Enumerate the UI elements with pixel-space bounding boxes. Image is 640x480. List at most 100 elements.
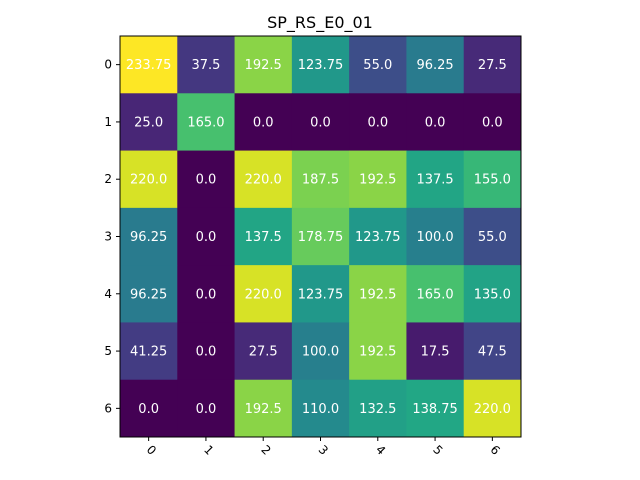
heatmap-cell-label: 0.0 xyxy=(138,402,159,417)
heatmap-cell-label: 132.5 xyxy=(359,402,396,417)
heatmap-cell-label: 0.0 xyxy=(196,402,217,417)
heatmap-cell xyxy=(177,93,236,152)
heatmap-cells xyxy=(120,36,522,438)
y-tick-label: 5 xyxy=(104,344,112,358)
heatmap-cell xyxy=(234,322,293,381)
heatmap-cell-label: 220.0 xyxy=(245,173,282,188)
y-tick-label: 4 xyxy=(104,287,112,301)
heatmap-cell-label: 192.5 xyxy=(245,402,282,417)
heatmap-cell xyxy=(291,150,350,209)
heatmap-cell-label: 220.0 xyxy=(474,402,511,417)
heatmap-cell-label: 37.5 xyxy=(191,58,220,73)
heatmap-cell xyxy=(349,207,407,266)
heatmap-cell xyxy=(120,265,178,323)
heatmap-cell xyxy=(463,150,522,209)
heatmap-cell-label: 96.25 xyxy=(130,287,167,302)
heatmap-cell-label: 123.75 xyxy=(298,58,344,73)
heatmap-cell-label: 96.25 xyxy=(130,230,167,245)
heatmap-cell-label: 17.5 xyxy=(421,345,450,360)
heatmap-cell xyxy=(177,150,236,209)
heatmap-cell-label: 165.0 xyxy=(187,115,224,130)
heatmap-cell xyxy=(349,93,407,152)
heatmap-cell xyxy=(291,265,350,323)
heatmap-cell-label: 192.5 xyxy=(359,173,396,188)
heatmap-cell xyxy=(120,322,178,381)
heatmap-cell-label: 0.0 xyxy=(196,287,217,302)
heatmap-cell xyxy=(120,93,178,152)
x-tick-label: 4 xyxy=(373,443,388,458)
heatmap-cell-label: 135.0 xyxy=(474,287,511,302)
heatmap-cell xyxy=(177,265,236,323)
heatmap-cell xyxy=(406,150,465,209)
heatmap-cell xyxy=(234,379,293,438)
heatmap-cell-label: 55.0 xyxy=(363,58,392,73)
heatmap-cell xyxy=(291,207,350,266)
heatmap-cell-label: 123.75 xyxy=(298,287,344,302)
heatmap-cell-labels: 233.75 37.5 192.5 123.75 55.0 96.25 27.5 25.0 16… xyxy=(126,58,511,417)
heatmap-cell xyxy=(463,207,522,266)
heatmap-cell-label: 0.0 xyxy=(482,115,503,130)
heatmap-cell-label: 123.75 xyxy=(355,230,401,245)
x-tick-label: 6 xyxy=(488,443,503,458)
heatmap-cell-label: 137.5 xyxy=(416,173,453,188)
heatmap-cell xyxy=(463,379,522,438)
heatmap-cell xyxy=(120,379,178,438)
heatmap-cell xyxy=(120,36,178,94)
heatmap-cell xyxy=(463,36,522,94)
heatmap-cell-label: 27.5 xyxy=(249,345,278,360)
heatmap-cell-label: 155.0 xyxy=(474,173,511,188)
heatmap-cell-label: 110.0 xyxy=(302,402,339,417)
heatmap-cell xyxy=(349,379,407,438)
y-tick-label: 0 xyxy=(104,58,112,72)
heatmap-cell-label: 178.75 xyxy=(298,230,344,245)
heatmap-cell xyxy=(349,265,407,323)
heatmap-cell xyxy=(349,322,407,381)
heatmap-cell-label: 192.5 xyxy=(245,58,282,73)
heatmap-cell-label: 41.25 xyxy=(130,345,167,360)
chart-title: SP_RS_E0_01 xyxy=(267,13,373,33)
heatmap-cell-label: 100.0 xyxy=(302,345,339,360)
heatmap-cell-label: 138.75 xyxy=(412,402,458,417)
heatmap-cell-label: 27.5 xyxy=(478,58,507,73)
heatmap-cell-label: 165.0 xyxy=(416,287,453,302)
y-tick-label: 2 xyxy=(104,172,112,186)
heatmap-cell xyxy=(349,36,407,94)
heatmap-cell xyxy=(177,379,236,438)
heatmap-cell-label: 0.0 xyxy=(196,345,217,360)
heatmap-cell xyxy=(406,322,465,381)
heatmap-cell xyxy=(177,322,236,381)
heatmap-cell-label: 0.0 xyxy=(253,115,274,130)
heatmap-cell xyxy=(120,207,178,266)
heatmap-cell-label: 47.5 xyxy=(478,345,507,360)
heatmap-cell xyxy=(291,322,350,381)
heatmap-cell-label: 233.75 xyxy=(126,58,172,73)
heatmap-cell xyxy=(291,379,350,438)
heatmap-cell xyxy=(463,93,522,152)
heatmap-cell-label: 192.5 xyxy=(359,287,396,302)
heatmap-cell xyxy=(406,36,465,94)
heatmap-cell xyxy=(463,322,522,381)
heatmap-cell xyxy=(177,207,236,266)
heatmap-cell-label: 0.0 xyxy=(196,230,217,245)
heatmap-cell xyxy=(463,265,522,323)
heatmap-cell xyxy=(406,93,465,152)
heatmap-cell xyxy=(349,150,407,209)
heatmap-cell xyxy=(234,150,293,209)
heatmap-cell-label: 220.0 xyxy=(245,287,282,302)
heatmap-cell xyxy=(120,150,178,209)
heatmap-cell xyxy=(177,36,236,94)
heatmap-cell-label: 137.5 xyxy=(245,230,282,245)
heatmap-cell-label: 0.0 xyxy=(367,115,388,130)
y-tick-label: 3 xyxy=(104,230,112,244)
heatmap-cell-label: 0.0 xyxy=(310,115,331,130)
heatmap-cell-label: 96.25 xyxy=(416,58,453,73)
heatmap-cell xyxy=(234,36,293,94)
x-tick-label: 3 xyxy=(316,443,331,458)
x-tick-label: 5 xyxy=(430,443,445,458)
heatmap-cell xyxy=(406,265,465,323)
heatmap-cell xyxy=(291,93,350,152)
y-tick-label: 1 xyxy=(104,115,112,129)
heatmap-cell xyxy=(406,207,465,266)
heatmap-cell-label: 100.0 xyxy=(416,230,453,245)
